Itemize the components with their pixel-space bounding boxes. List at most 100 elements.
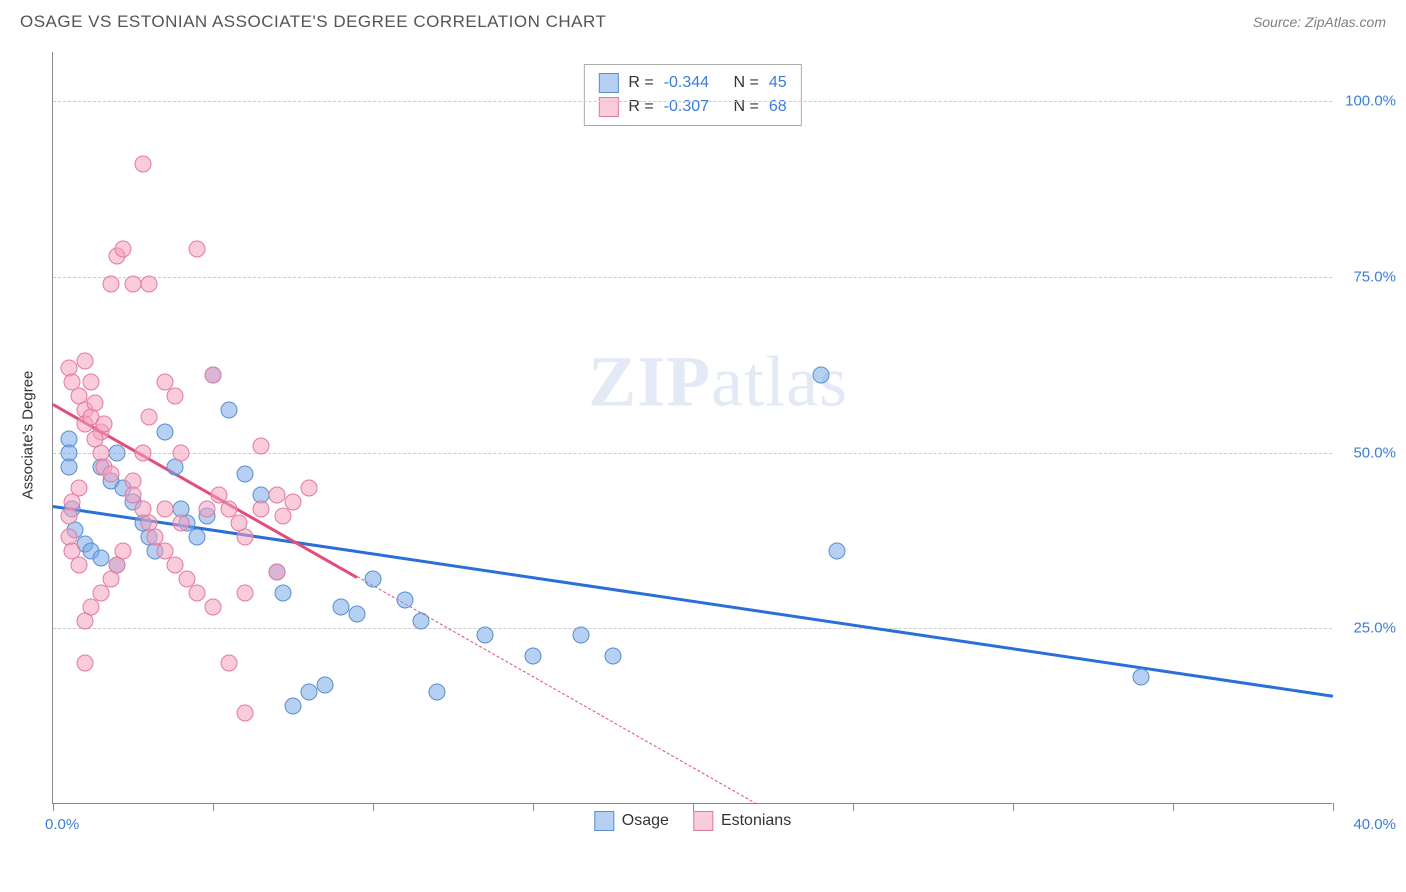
legend-bottom: Osage Estonians	[594, 811, 791, 831]
plot-region: ZIPatlas R = -0.344 N = 45 R = -0.307 N …	[52, 52, 1332, 804]
x-tick	[1333, 803, 1334, 811]
swatch-osage	[598, 73, 618, 93]
y-tick-label: 50.0%	[1353, 444, 1396, 461]
legend-label-osage: Osage	[622, 812, 669, 830]
data-point	[317, 676, 334, 693]
data-point	[83, 599, 100, 616]
data-point	[221, 655, 238, 672]
data-point	[205, 599, 222, 616]
grid-line	[53, 101, 1332, 102]
stats-row-osage: R = -0.344 N = 45	[598, 71, 786, 95]
data-point	[275, 585, 292, 602]
chart-area: Associate's Degree ZIPatlas R = -0.344 N…	[38, 40, 1398, 830]
grid-line	[53, 277, 1332, 278]
chart-title: OSAGE VS ESTONIAN ASSOCIATE'S DEGREE COR…	[20, 12, 606, 32]
data-point	[141, 409, 158, 426]
data-point	[275, 507, 292, 524]
data-point	[221, 402, 238, 419]
x-tick-label: 40.0%	[1353, 816, 1396, 833]
data-point	[134, 444, 151, 461]
data-point	[70, 557, 87, 574]
grid-line	[53, 453, 1332, 454]
data-point	[333, 599, 350, 616]
legend-item-estonians: Estonians	[693, 811, 791, 831]
data-point	[115, 542, 132, 559]
data-point	[429, 683, 446, 700]
data-point	[86, 395, 103, 412]
data-point	[237, 704, 254, 721]
grid-line	[53, 628, 1332, 629]
data-point	[198, 500, 215, 517]
swatch-estonians	[598, 97, 618, 117]
data-point	[173, 514, 190, 531]
x-tick	[373, 803, 374, 811]
data-point	[166, 557, 183, 574]
x-tick	[53, 803, 54, 811]
data-point	[829, 542, 846, 559]
data-point	[269, 564, 286, 581]
data-point	[77, 353, 94, 370]
r-label-1: R =	[628, 74, 653, 92]
data-point	[125, 275, 142, 292]
data-point	[413, 613, 430, 630]
data-point	[109, 444, 126, 461]
data-point	[115, 240, 132, 257]
legend-label-estonians: Estonians	[721, 812, 791, 830]
data-point	[86, 430, 103, 447]
data-point	[93, 550, 110, 567]
x-tick	[1013, 803, 1014, 811]
stats-box: R = -0.344 N = 45 R = -0.307 N = 68	[583, 64, 801, 126]
n-value-1: 45	[769, 74, 787, 92]
watermark-zip: ZIP	[588, 342, 711, 422]
data-point	[269, 486, 286, 503]
n-label-1: N =	[734, 74, 759, 92]
data-point	[134, 156, 151, 173]
data-point	[157, 423, 174, 440]
stats-row-estonians: R = -0.307 N = 68	[598, 95, 786, 119]
y-tick-label: 100.0%	[1345, 93, 1396, 110]
data-point	[349, 606, 366, 623]
data-point	[157, 500, 174, 517]
data-point	[102, 465, 119, 482]
data-point	[285, 493, 302, 510]
data-point	[173, 444, 190, 461]
data-point	[102, 275, 119, 292]
data-point	[96, 416, 113, 433]
data-point	[365, 571, 382, 588]
source-label: Source: ZipAtlas.com	[1253, 14, 1386, 30]
x-tick	[213, 803, 214, 811]
legend-swatch-estonians	[693, 811, 713, 831]
data-point	[205, 367, 222, 384]
y-tick-label: 25.0%	[1353, 620, 1396, 637]
data-point	[61, 458, 78, 475]
data-point	[77, 655, 94, 672]
data-point	[237, 585, 254, 602]
data-point	[397, 592, 414, 609]
data-point	[237, 465, 254, 482]
x-tick	[533, 803, 534, 811]
data-point	[573, 627, 590, 644]
data-point	[301, 479, 318, 496]
data-point	[237, 528, 254, 545]
data-point	[141, 275, 158, 292]
legend-item-osage: Osage	[594, 811, 669, 831]
data-point	[253, 437, 270, 454]
watermark: ZIPatlas	[588, 341, 848, 424]
r-value-1: -0.344	[664, 74, 709, 92]
data-point	[189, 240, 206, 257]
data-point	[605, 648, 622, 665]
data-point	[1133, 669, 1150, 686]
legend-swatch-osage	[594, 811, 614, 831]
y-axis-title: Associate's Degree	[20, 371, 37, 500]
x-tick	[693, 803, 694, 811]
data-point	[301, 683, 318, 700]
x-tick-label: 0.0%	[45, 816, 79, 833]
data-point	[83, 374, 100, 391]
data-point	[285, 697, 302, 714]
y-tick-label: 75.0%	[1353, 268, 1396, 285]
data-point	[253, 500, 270, 517]
data-point	[166, 388, 183, 405]
data-point	[189, 585, 206, 602]
x-tick	[853, 803, 854, 811]
data-point	[477, 627, 494, 644]
